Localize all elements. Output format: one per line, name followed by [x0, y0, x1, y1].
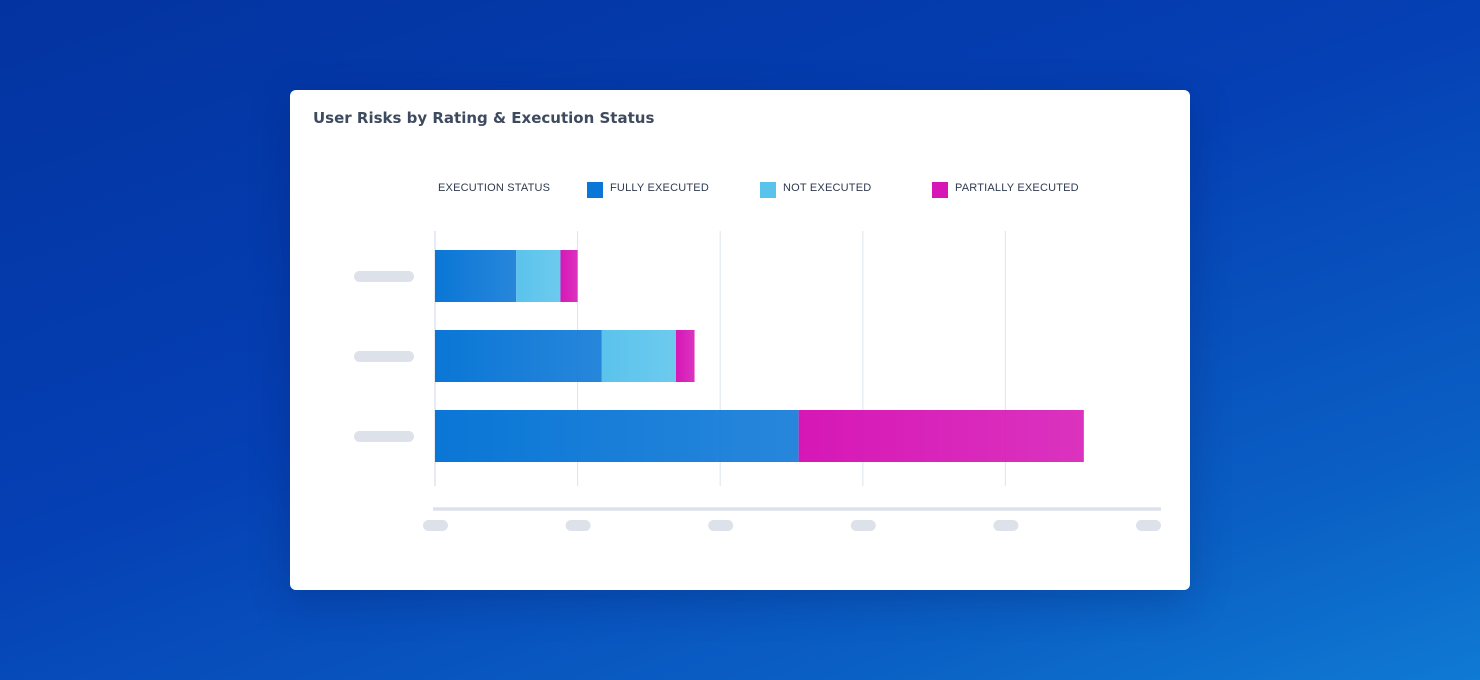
bar-partially-executed-row-2	[675, 330, 695, 382]
bar-fully-executed-row-3	[435, 410, 799, 462]
x-tick-label-placeholder-1	[565, 520, 591, 531]
chart-legend: EXECUTION STATUS FULLY EXECUTED NOT EXEC…	[438, 181, 1138, 199]
bar-fully-executed-row-1	[435, 250, 517, 302]
legend-swatch-partially-executed	[932, 182, 948, 198]
bar-not-executed-row-1	[516, 250, 561, 302]
x-tick-label-placeholder-5	[1136, 520, 1161, 531]
legend-label-fully-executed: FULLY EXECUTED	[610, 182, 709, 194]
legend-swatch-not-executed	[760, 182, 776, 198]
x-tick-label-placeholder-3	[850, 520, 876, 531]
chart-card: User Risks by Rating & Execution Status …	[290, 90, 1190, 590]
legend-heading: EXECUTION STATUS	[438, 182, 551, 194]
bar-not-executed-row-2	[601, 330, 676, 382]
x-tick-label-placeholder-4	[993, 520, 1019, 531]
legend-label-partially-executed: PARTIALLY EXECUTED	[955, 182, 1079, 194]
bar-fully-executed-row-2	[435, 330, 602, 382]
legend-swatch-fully-executed	[587, 182, 603, 198]
chart-title: User Risks by Rating & Execution Status	[313, 109, 655, 127]
x-tick-label-placeholder-0	[423, 520, 448, 531]
category-label-placeholder-3	[354, 431, 414, 442]
bar-chart-plot	[354, 231, 1161, 531]
category-label-placeholder-1	[354, 271, 414, 282]
bar-partially-executed-row-3	[798, 410, 1084, 462]
x-tick-label-placeholder-2	[708, 520, 734, 531]
legend-label-not-executed: NOT EXECUTED	[783, 182, 872, 194]
category-label-placeholder-2	[354, 351, 414, 362]
bar-partially-executed-row-1	[560, 250, 578, 302]
